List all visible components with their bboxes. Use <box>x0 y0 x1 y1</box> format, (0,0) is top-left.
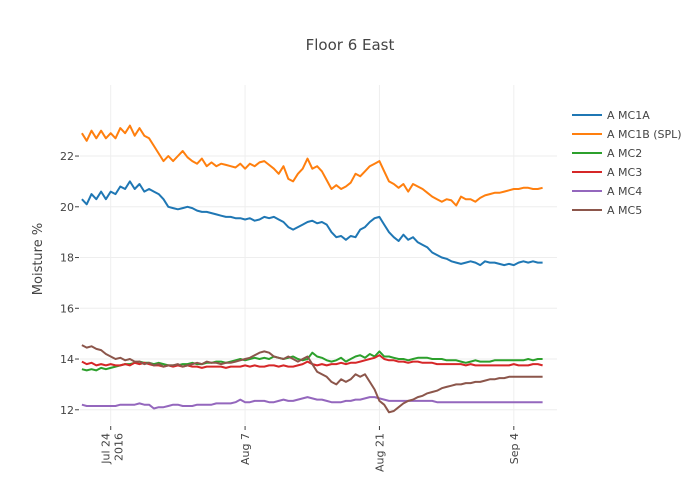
legend-label: A MC3 <box>607 166 642 179</box>
x-tick-label-text: Aug 7 <box>239 433 252 465</box>
series-line-a-mc1b-spl[interactable] <box>81 124 543 207</box>
y-tick-label: 18 <box>60 252 74 265</box>
x-tick-sublabel: 2016 <box>113 433 126 461</box>
legend-label: A MC5 <box>607 204 642 217</box>
x-tick-label-text: Aug 21 <box>373 433 386 472</box>
y-tick-label: 20 <box>60 201 74 214</box>
legend-item[interactable]: A MC1A <box>572 109 650 122</box>
legend-label: A MC1B (SPL) <box>607 128 682 141</box>
x-tick-label: Jul 24 2016 <box>100 433 126 465</box>
x-axis: Jul 24 2016 Aug 7 Aug 21 Sep 4 <box>100 426 521 472</box>
legend-label: A MC4 <box>607 185 642 198</box>
legend-item[interactable]: A MC1B (SPL) <box>572 128 682 141</box>
legend-item[interactable]: A MC2 <box>572 147 642 160</box>
y-tick-label: 12 <box>60 404 74 417</box>
x-tick-label: Aug 21 <box>373 433 386 472</box>
y-tick-label: 14 <box>60 353 74 366</box>
plot-area[interactable] <box>81 124 543 414</box>
legend: A MC1A A MC1B (SPL) A MC2 A MC3 A MC4 A MC5 <box>572 109 682 217</box>
series-line-a-mc1a[interactable] <box>81 180 543 267</box>
series-line-a-mc4[interactable] <box>81 396 543 410</box>
legend-item[interactable]: A MC3 <box>572 166 642 179</box>
series-line-a-mc2[interactable] <box>81 350 543 372</box>
y-tick-label: 16 <box>60 302 74 315</box>
x-tick-label: Sep 4 <box>508 433 521 464</box>
x-tick-label-text: Sep 4 <box>508 433 521 464</box>
legend-item[interactable]: A MC5 <box>572 204 642 217</box>
gridlines <box>80 85 557 425</box>
x-tick-label: Aug 7 <box>239 433 252 465</box>
y-axis: 12 14 16 18 20 22 <box>60 150 79 417</box>
chart-title: Floor 6 East <box>306 36 395 54</box>
series-line-a-mc5[interactable] <box>81 344 543 414</box>
legend-item[interactable]: A MC4 <box>572 185 642 198</box>
legend-label: A MC2 <box>607 147 642 160</box>
x-tick-label-text: Jul 24 <box>100 433 113 465</box>
y-tick-label: 22 <box>60 150 74 163</box>
legend-label: A MC1A <box>607 109 650 122</box>
y-axis-label: Moisture % <box>31 223 46 295</box>
